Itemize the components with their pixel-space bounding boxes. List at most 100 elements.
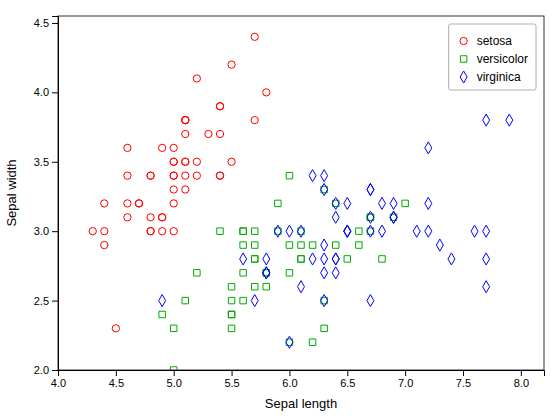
point xyxy=(263,283,269,289)
tick: 7.0 xyxy=(398,370,413,389)
tick-label: 6.0 xyxy=(282,377,297,389)
point xyxy=(298,281,305,293)
point xyxy=(240,297,246,303)
point xyxy=(321,239,328,251)
tick-label: 5.0 xyxy=(167,377,182,389)
tick-label: 2.0 xyxy=(34,364,49,376)
point xyxy=(158,214,165,221)
point xyxy=(309,242,315,248)
point xyxy=(483,114,490,126)
point xyxy=(158,144,165,151)
point xyxy=(321,253,328,265)
point xyxy=(263,267,270,279)
x-axis: 4.04.55.05.56.06.57.07.58.0 xyxy=(51,370,545,389)
point xyxy=(182,116,189,123)
point xyxy=(159,295,166,307)
point xyxy=(112,325,119,332)
point xyxy=(298,256,304,262)
point xyxy=(425,197,432,209)
point xyxy=(240,228,246,234)
point xyxy=(309,339,315,345)
point xyxy=(309,170,316,182)
legend-item: virginica xyxy=(460,70,521,84)
point xyxy=(263,267,270,279)
point xyxy=(332,211,339,223)
tick-label: 8.0 xyxy=(514,377,529,389)
tick-label: 4.0 xyxy=(51,377,66,389)
point xyxy=(251,256,257,262)
point xyxy=(147,172,154,179)
point xyxy=(506,114,513,126)
legend-box xyxy=(449,24,536,90)
point xyxy=(332,253,339,265)
tick-mark xyxy=(52,370,58,371)
tick-label: 4.5 xyxy=(109,377,124,389)
point xyxy=(286,242,292,248)
point xyxy=(135,200,142,207)
tick-mark xyxy=(174,370,175,376)
point xyxy=(170,158,177,165)
point xyxy=(158,228,165,235)
tick-label: 7.0 xyxy=(398,377,413,389)
point xyxy=(216,103,223,110)
point xyxy=(275,200,281,206)
point xyxy=(413,225,420,237)
point xyxy=(228,61,235,68)
point xyxy=(483,281,490,293)
point xyxy=(124,144,131,151)
point xyxy=(170,172,177,179)
point xyxy=(182,172,189,179)
point xyxy=(158,214,165,221)
y-axis: 2.0 2.5 3.0 3.5 4.0 4.5 xyxy=(34,17,59,377)
point xyxy=(309,253,316,265)
tick: 4.0 xyxy=(51,370,66,389)
tick-mark xyxy=(52,162,58,163)
series xyxy=(159,114,513,348)
point xyxy=(251,283,257,289)
x-axis-title: Sepal length xyxy=(265,396,337,411)
tick: 3.0 xyxy=(34,225,58,237)
tick: 4.0 xyxy=(34,86,58,98)
point xyxy=(228,311,234,317)
point xyxy=(216,172,223,179)
point xyxy=(263,89,270,96)
point xyxy=(240,253,247,265)
point xyxy=(170,158,177,165)
point xyxy=(182,158,189,165)
tick-label: 4.5 xyxy=(34,17,49,29)
tick-mark xyxy=(521,370,522,376)
point xyxy=(217,228,223,234)
point xyxy=(471,225,478,237)
point xyxy=(344,225,351,237)
point xyxy=(240,270,246,276)
tick: 4.5 xyxy=(34,17,58,29)
legend-symbol xyxy=(460,71,467,83)
point xyxy=(286,172,292,178)
tick-label: 2.5 xyxy=(34,295,49,307)
point xyxy=(379,225,386,237)
point xyxy=(194,270,200,276)
tick: 3.5 xyxy=(34,156,58,168)
point xyxy=(159,311,165,317)
point xyxy=(228,283,234,289)
point xyxy=(344,225,351,237)
point xyxy=(216,130,223,137)
point xyxy=(89,228,96,235)
point xyxy=(147,228,154,235)
point xyxy=(101,200,108,207)
point xyxy=(205,130,212,137)
point xyxy=(193,172,200,179)
point xyxy=(356,242,362,248)
point xyxy=(390,197,397,209)
point xyxy=(263,253,270,265)
point xyxy=(367,183,374,195)
tick-label: 3.0 xyxy=(34,225,49,237)
point xyxy=(182,297,188,303)
tick-mark xyxy=(52,23,58,24)
point xyxy=(182,130,189,137)
tick: 8.0 xyxy=(514,370,529,389)
point xyxy=(124,200,131,207)
point xyxy=(240,228,246,234)
point xyxy=(228,297,234,303)
point xyxy=(367,211,374,223)
